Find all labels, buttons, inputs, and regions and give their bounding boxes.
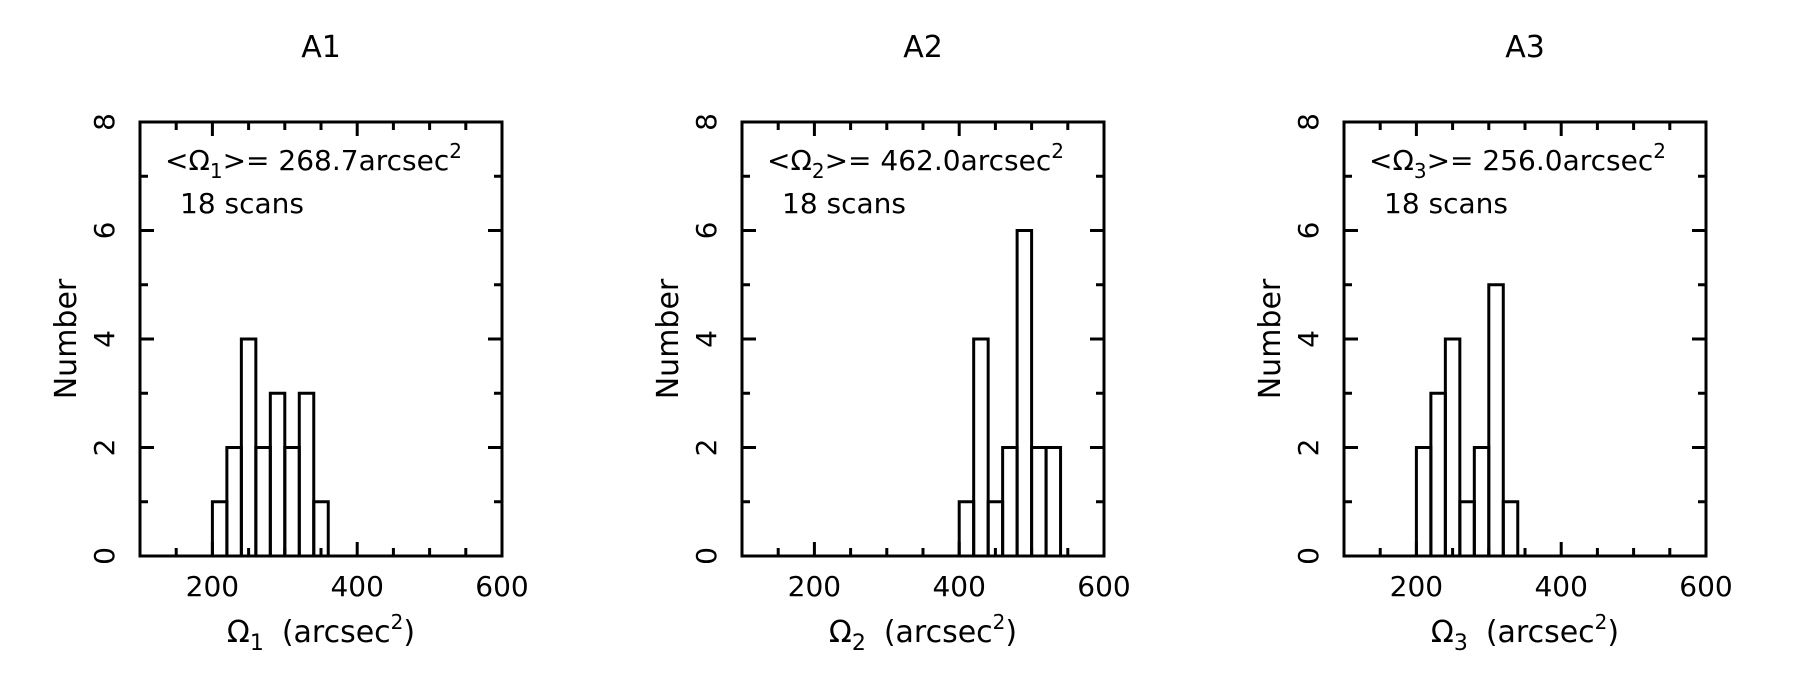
histogram-bar bbox=[239, 337, 258, 558]
y-tick-label: 6 bbox=[1292, 222, 1325, 240]
scans-annotation: 18 scans bbox=[782, 187, 906, 220]
x-axis-unit-close: ) bbox=[403, 615, 415, 650]
y-tick-label: 0 bbox=[88, 547, 121, 565]
mean-annotation-prefix: <Ω bbox=[767, 144, 812, 177]
histogram-bar bbox=[957, 500, 976, 558]
y-tick-label: 8 bbox=[690, 113, 723, 131]
x-axis-unit: (arcsec bbox=[1486, 615, 1595, 650]
histogram-bar bbox=[1487, 283, 1505, 558]
histogram-bar bbox=[268, 391, 287, 558]
x-tick-label: 200 bbox=[788, 570, 841, 603]
histogram-bar bbox=[1414, 446, 1433, 558]
x-axis-subscript: 1 bbox=[250, 631, 264, 656]
histogram-bar bbox=[297, 391, 316, 558]
histogram-bar bbox=[1501, 500, 1520, 558]
mean-annotation-subscript: 3 bbox=[1414, 159, 1427, 183]
y-tick-label: 4 bbox=[1292, 330, 1325, 348]
x-axis-subscript: 2 bbox=[852, 631, 866, 656]
mean-annotation: <Ω1>= 268.7arcsec2 bbox=[165, 139, 462, 183]
y-tick-label: 8 bbox=[88, 113, 121, 131]
histogram-bar bbox=[283, 446, 301, 558]
x-axis-unit-close: ) bbox=[1005, 615, 1017, 650]
histogram-bar bbox=[1044, 446, 1063, 558]
x-tick-label: 400 bbox=[932, 570, 985, 603]
mean-annotation: <Ω2>= 462.0arcsec2 bbox=[767, 139, 1064, 183]
histogram-bar bbox=[1472, 446, 1491, 558]
scans-annotation: 18 scans bbox=[180, 187, 304, 220]
x-axis-unit-superscript: 2 bbox=[993, 610, 1006, 634]
x-tick-label: 200 bbox=[1390, 570, 1443, 603]
panel-title: A1 bbox=[301, 30, 341, 65]
y-axis-label: Number bbox=[651, 278, 686, 399]
histogram-bar bbox=[972, 337, 990, 558]
x-axis-unit: (arcsec bbox=[282, 615, 391, 650]
scans-annotation: 18 scans bbox=[1384, 187, 1508, 220]
mean-annotation-prefix: <Ω bbox=[165, 144, 210, 177]
panel-title: A2 bbox=[903, 30, 943, 65]
x-axis-subscript: 3 bbox=[1454, 631, 1468, 656]
histogram-bar bbox=[225, 446, 243, 558]
x-tick-label: 400 bbox=[1534, 570, 1587, 603]
x-tick-label: 600 bbox=[1077, 570, 1130, 603]
mean-annotation: <Ω3>= 256.0arcsec2 bbox=[1369, 139, 1666, 183]
mean-annotation-superscript: 2 bbox=[1653, 139, 1666, 163]
x-axis-unit-superscript: 2 bbox=[391, 610, 404, 634]
mean-annotation-value: >= 268.7arcsec bbox=[223, 144, 450, 177]
histogram-bar bbox=[312, 500, 330, 558]
x-axis-symbol: Ω bbox=[829, 615, 852, 650]
y-tick-label: 6 bbox=[690, 222, 723, 240]
x-tick-label: 600 bbox=[1679, 570, 1732, 603]
x-axis-unit-close: ) bbox=[1607, 615, 1619, 650]
mean-annotation-value: >= 462.0arcsec bbox=[825, 144, 1052, 177]
histogram-bar bbox=[210, 500, 229, 558]
mean-annotation-subscript: 2 bbox=[812, 159, 825, 183]
y-tick-label: 4 bbox=[88, 330, 121, 348]
y-axis-label: Number bbox=[49, 278, 84, 399]
mean-annotation-prefix: <Ω bbox=[1369, 144, 1414, 177]
mean-annotation-superscript: 2 bbox=[449, 139, 462, 163]
histogram-bar bbox=[1015, 229, 1034, 558]
histogram-bar bbox=[254, 446, 272, 558]
x-axis-unit-superscript: 2 bbox=[1595, 610, 1608, 634]
histogram-bar bbox=[1001, 446, 1019, 558]
x-axis-label: Ω2 (arcsec2) bbox=[829, 610, 1017, 656]
x-axis-symbol: Ω bbox=[1431, 615, 1454, 650]
histogram-bar bbox=[986, 500, 1005, 558]
panel-title: A3 bbox=[1505, 30, 1545, 65]
x-tick-label: 600 bbox=[475, 570, 528, 603]
y-tick-label: 0 bbox=[1292, 547, 1325, 565]
histogram-bar bbox=[1030, 446, 1048, 558]
x-tick-label: 200 bbox=[186, 570, 239, 603]
x-axis-label: Ω1 (arcsec2) bbox=[227, 610, 415, 656]
mean-annotation-superscript: 2 bbox=[1051, 139, 1064, 163]
histogram-bar bbox=[1443, 337, 1462, 558]
y-tick-label: 2 bbox=[1292, 439, 1325, 457]
mean-annotation-subscript: 1 bbox=[210, 159, 223, 183]
y-tick-label: 6 bbox=[88, 222, 121, 240]
y-axis-label: Number bbox=[1253, 278, 1288, 399]
x-axis-symbol: Ω bbox=[227, 615, 250, 650]
x-axis-unit: (arcsec bbox=[884, 615, 993, 650]
histogram-bar bbox=[1458, 500, 1476, 558]
y-tick-label: 2 bbox=[88, 439, 121, 457]
y-tick-label: 4 bbox=[690, 330, 723, 348]
y-tick-label: 8 bbox=[1292, 113, 1325, 131]
x-tick-label: 400 bbox=[330, 570, 383, 603]
histogram-bar bbox=[1429, 391, 1447, 558]
y-tick-label: 2 bbox=[690, 439, 723, 457]
mean-annotation-value: >= 256.0arcsec bbox=[1427, 144, 1654, 177]
y-tick-label: 0 bbox=[690, 547, 723, 565]
x-axis-label: Ω3 (arcsec2) bbox=[1431, 610, 1619, 656]
